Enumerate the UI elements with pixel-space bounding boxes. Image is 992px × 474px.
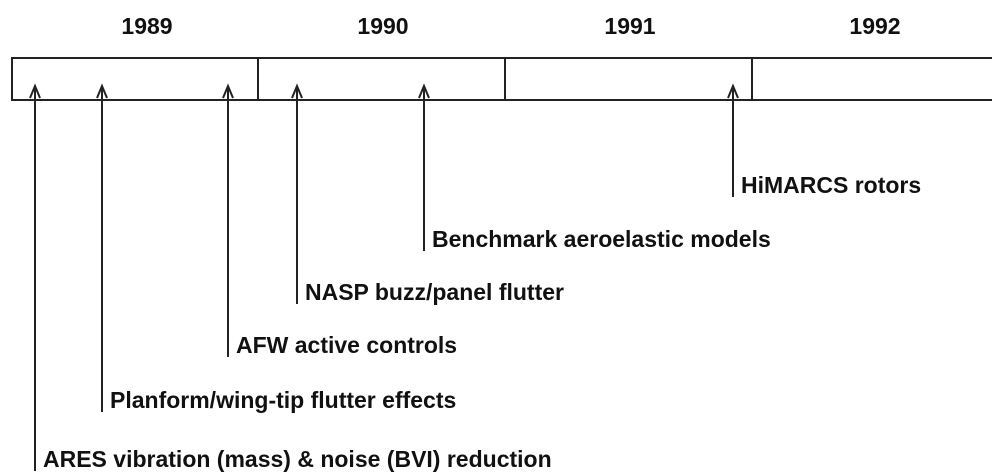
year-label: 1990 <box>357 13 408 39</box>
arrow-head <box>418 83 430 99</box>
year-label: 1991 <box>604 13 655 39</box>
year-label: 1992 <box>849 13 900 39</box>
arrow-head <box>291 83 303 99</box>
arrow-head <box>29 83 41 99</box>
arrow-head <box>96 83 108 99</box>
event-label: ARES vibration (mass) & noise (BVI) redu… <box>43 446 552 472</box>
event-label: NASP buzz/panel flutter <box>305 279 564 305</box>
event-label: Planform/wing-tip flutter effects <box>110 387 456 413</box>
event-label: HiMARCS rotors <box>741 172 921 198</box>
arrow-head <box>222 83 234 99</box>
arrow-head <box>727 83 739 99</box>
timeline-bar <box>11 57 992 101</box>
year-label: 1989 <box>121 13 172 39</box>
event-label: Benchmark aeroelastic models <box>432 226 771 252</box>
event-label: AFW active controls <box>236 332 457 358</box>
